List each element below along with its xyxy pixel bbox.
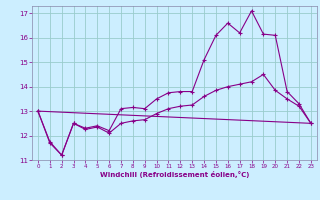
X-axis label: Windchill (Refroidissement éolien,°C): Windchill (Refroidissement éolien,°C) <box>100 171 249 178</box>
